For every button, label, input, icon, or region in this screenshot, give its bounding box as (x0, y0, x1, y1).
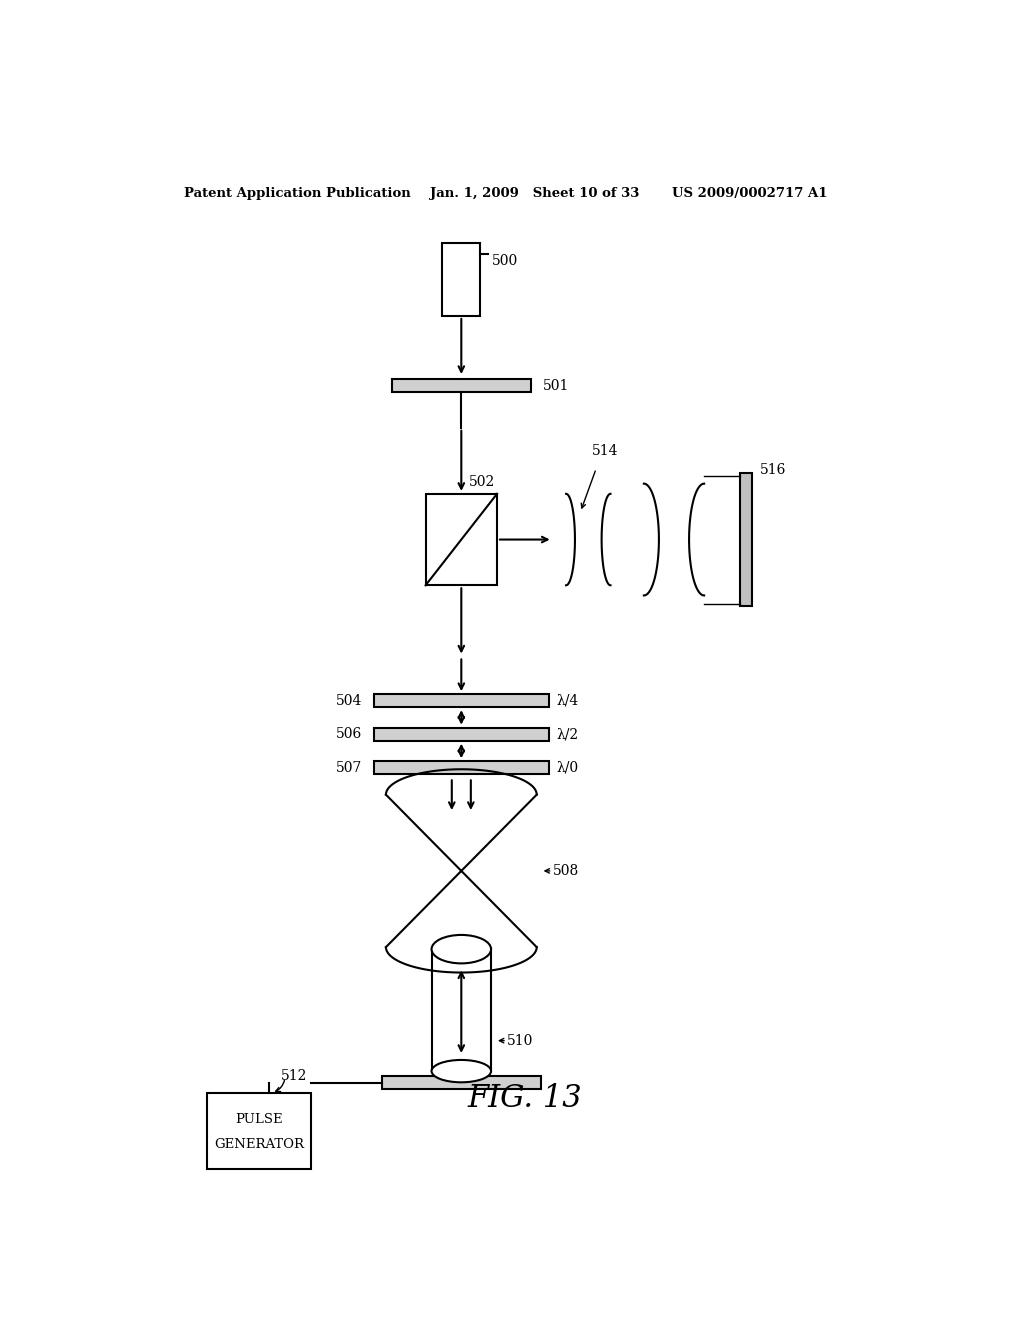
Ellipse shape (431, 1060, 492, 1082)
Text: λ/2: λ/2 (557, 727, 579, 742)
Bar (442, 243, 480, 315)
Text: 501: 501 (543, 379, 569, 392)
Bar (382, 1076, 541, 1089)
Text: US 2009/0002717 A1: US 2009/0002717 A1 (672, 187, 827, 199)
Text: 504: 504 (336, 693, 362, 708)
Text: PULSE: PULSE (236, 1113, 283, 1126)
Bar (392, 379, 530, 392)
Text: Jan. 1, 2009   Sheet 10 of 33: Jan. 1, 2009 Sheet 10 of 33 (430, 187, 639, 199)
Text: FIG. 13: FIG. 13 (468, 1084, 582, 1114)
Text: 512: 512 (282, 1069, 307, 1082)
Text: 502: 502 (469, 475, 496, 488)
Text: 510: 510 (507, 1034, 534, 1048)
Text: 506: 506 (336, 727, 362, 742)
Bar (374, 727, 549, 741)
Text: 507: 507 (336, 760, 362, 775)
Bar (740, 474, 752, 606)
Text: 514: 514 (592, 445, 618, 458)
Bar (374, 694, 549, 708)
Text: Patent Application Publication: Patent Application Publication (183, 187, 411, 199)
Text: 516: 516 (760, 463, 786, 478)
Text: 500: 500 (493, 253, 518, 268)
Text: 508: 508 (553, 863, 579, 878)
Bar (426, 494, 497, 585)
Ellipse shape (431, 935, 492, 964)
Bar (374, 762, 549, 775)
Text: λ/0: λ/0 (557, 760, 579, 775)
Text: GENERATOR: GENERATOR (214, 1138, 304, 1151)
Text: λ/4: λ/4 (557, 693, 579, 708)
Bar (207, 1093, 310, 1170)
